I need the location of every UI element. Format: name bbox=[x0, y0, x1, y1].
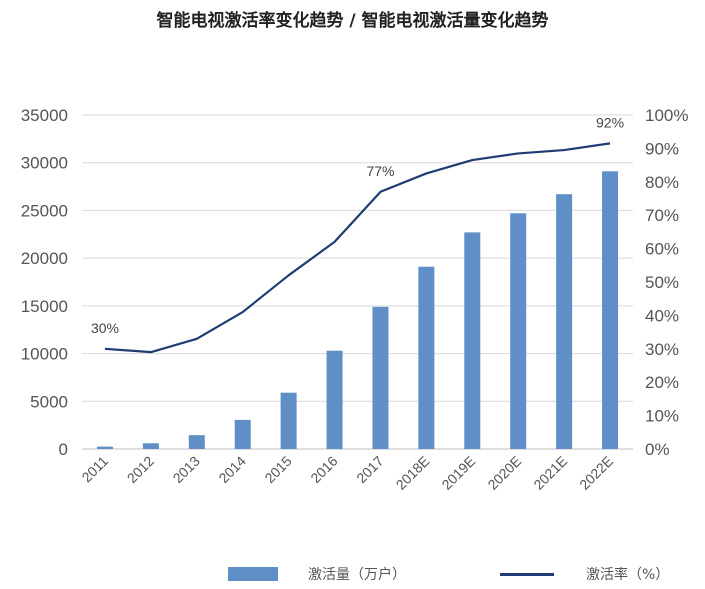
right-tick-label: 80% bbox=[645, 173, 679, 192]
left-tick-label: 15000 bbox=[21, 297, 68, 316]
right-tick-label: 70% bbox=[645, 206, 679, 225]
legend-bar-label: 激活量（万户） bbox=[308, 567, 406, 583]
x-tick-label: 2020E bbox=[484, 453, 524, 493]
rate-line bbox=[104, 142, 611, 354]
bar bbox=[464, 232, 481, 449]
x-tick-label: 2017 bbox=[353, 453, 386, 486]
bar bbox=[96, 446, 113, 449]
bar bbox=[188, 435, 205, 449]
left-tick-label: 30000 bbox=[21, 154, 68, 173]
bar bbox=[602, 171, 619, 449]
x-tick-label: 2015 bbox=[261, 453, 294, 486]
x-tick-label: 2011 bbox=[78, 453, 111, 486]
x-tick-label: 2019E bbox=[438, 453, 478, 493]
bar bbox=[142, 443, 159, 449]
right-tick-label: 90% bbox=[645, 139, 679, 158]
line-series bbox=[104, 142, 611, 354]
annotation-label: 92% bbox=[596, 114, 624, 130]
annotations: 30% 77% 92% bbox=[91, 114, 624, 335]
legend-line-label: 激活率（%） bbox=[586, 567, 670, 583]
bar bbox=[510, 213, 527, 449]
x-tick-label: 2021E bbox=[530, 453, 570, 493]
left-tick-label: 10000 bbox=[21, 345, 68, 364]
right-tick-label: 100% bbox=[645, 106, 688, 125]
x-tick-label: 2016 bbox=[307, 453, 340, 486]
annotation-label: 30% bbox=[91, 320, 119, 336]
x-tick-label: 2022E bbox=[576, 453, 616, 493]
right-tick-label: 40% bbox=[645, 306, 679, 325]
chart-title: 智能电视激活率变化趋势 / 智能电视激活量变化趋势 bbox=[156, 11, 549, 31]
right-tick-label: 10% bbox=[645, 407, 679, 426]
bar bbox=[556, 194, 573, 449]
x-tick-label: 2013 bbox=[170, 453, 203, 486]
x-tick-label: 2018E bbox=[393, 453, 433, 493]
bar bbox=[280, 392, 297, 449]
legend-bar-swatch bbox=[228, 567, 278, 581]
annotation-label: 77% bbox=[366, 163, 394, 179]
x-tick-label: 2012 bbox=[124, 453, 157, 486]
grid-lines bbox=[82, 114, 633, 450]
right-tick-label: 30% bbox=[645, 340, 679, 359]
x-axis-ticks: 2011 2012 2013 2014 2015 2016 2017 2018E 2019E 20… bbox=[78, 453, 616, 493]
right-tick-label: 60% bbox=[645, 240, 679, 259]
right-tick-label: 50% bbox=[645, 273, 679, 292]
bar bbox=[418, 266, 435, 449]
legend-bar-entry: 激活量（万户） bbox=[228, 564, 406, 584]
left-tick-label: 25000 bbox=[21, 201, 68, 220]
left-tick-label: 20000 bbox=[21, 249, 68, 268]
x-tick-label: 2014 bbox=[215, 453, 248, 486]
right-tick-label: 0% bbox=[645, 440, 670, 459]
left-axis-ticks: 0 5000 10000 15000 20000 25000 30000 35000 bbox=[21, 106, 68, 459]
bar bbox=[234, 419, 251, 449]
left-tick-label: 5000 bbox=[30, 392, 68, 411]
bar bbox=[326, 350, 343, 449]
right-axis-ticks: 0% 10% 20% 30% 40% 50% 60% 70% 80% 90% 100% bbox=[645, 106, 688, 459]
right-tick-label: 20% bbox=[645, 373, 679, 392]
bar bbox=[372, 306, 389, 449]
legend-line-swatch bbox=[500, 572, 554, 576]
left-tick-label: 35000 bbox=[21, 106, 68, 125]
left-tick-label: 0 bbox=[59, 440, 68, 459]
legend-line-entry: 激活率（%） bbox=[500, 564, 669, 584]
bar-series bbox=[96, 171, 619, 449]
